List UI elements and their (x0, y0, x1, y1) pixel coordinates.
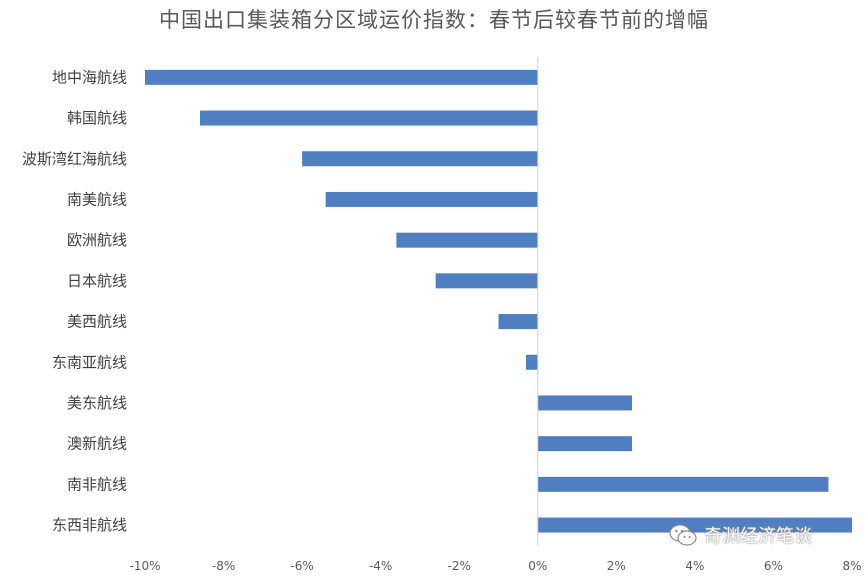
x-tick-label: 6% (764, 559, 783, 573)
bar (145, 69, 538, 85)
x-tick-label: 8% (842, 559, 861, 573)
x-tick-label: 2% (607, 559, 626, 573)
bar (537, 395, 633, 411)
category-labels: 地中海航线韩国航线波斯湾红海航线南美航线欧洲航线日本航线美西航线东南亚航线美东航… (22, 68, 127, 534)
wechat-icon (668, 523, 698, 547)
bar (199, 110, 538, 126)
category-label: 澳新航线 (67, 435, 127, 453)
category-label: 南美航线 (67, 190, 127, 208)
category-label: 东南亚航线 (52, 353, 127, 371)
x-tick-label: -6% (290, 559, 313, 573)
category-label: 韩国航线 (67, 109, 127, 127)
x-tick-label: 4% (685, 559, 704, 573)
bar (325, 191, 538, 207)
chart-title: 中国出口集装箱分区域运价指数：春节后较春节前的增幅 (159, 8, 709, 32)
x-tick-label: 0% (528, 559, 547, 573)
watermark: 奇渊经济笔谈 (668, 522, 812, 548)
bar (537, 517, 852, 533)
category-label: 东西非航线 (52, 516, 127, 534)
x-tick-label: -8% (212, 559, 235, 573)
bar (525, 354, 538, 370)
bars-layer (145, 69, 852, 533)
category-label: 美东航线 (67, 394, 127, 412)
x-axis-ticks: -10% -8% -6% -4% -2% 0% 2% 4% 6% 8% (129, 559, 861, 573)
category-label: 波斯湾红海航线 (22, 150, 127, 168)
bar (498, 314, 538, 330)
bar (435, 273, 538, 289)
category-label: 美西航线 (67, 313, 127, 331)
bar (302, 151, 538, 167)
category-label: 欧洲航线 (67, 231, 127, 249)
x-tick-label: -2% (448, 559, 471, 573)
category-label: 南非航线 (67, 475, 127, 493)
x-tick-label: -10% (129, 559, 160, 573)
x-tick-label: -4% (369, 559, 392, 573)
bar (537, 476, 829, 492)
watermark-text: 奇渊经济笔谈 (704, 526, 812, 547)
bar (396, 232, 538, 248)
bar (537, 436, 633, 452)
category-label: 地中海航线 (52, 68, 127, 86)
category-label: 日本航线 (67, 272, 127, 290)
